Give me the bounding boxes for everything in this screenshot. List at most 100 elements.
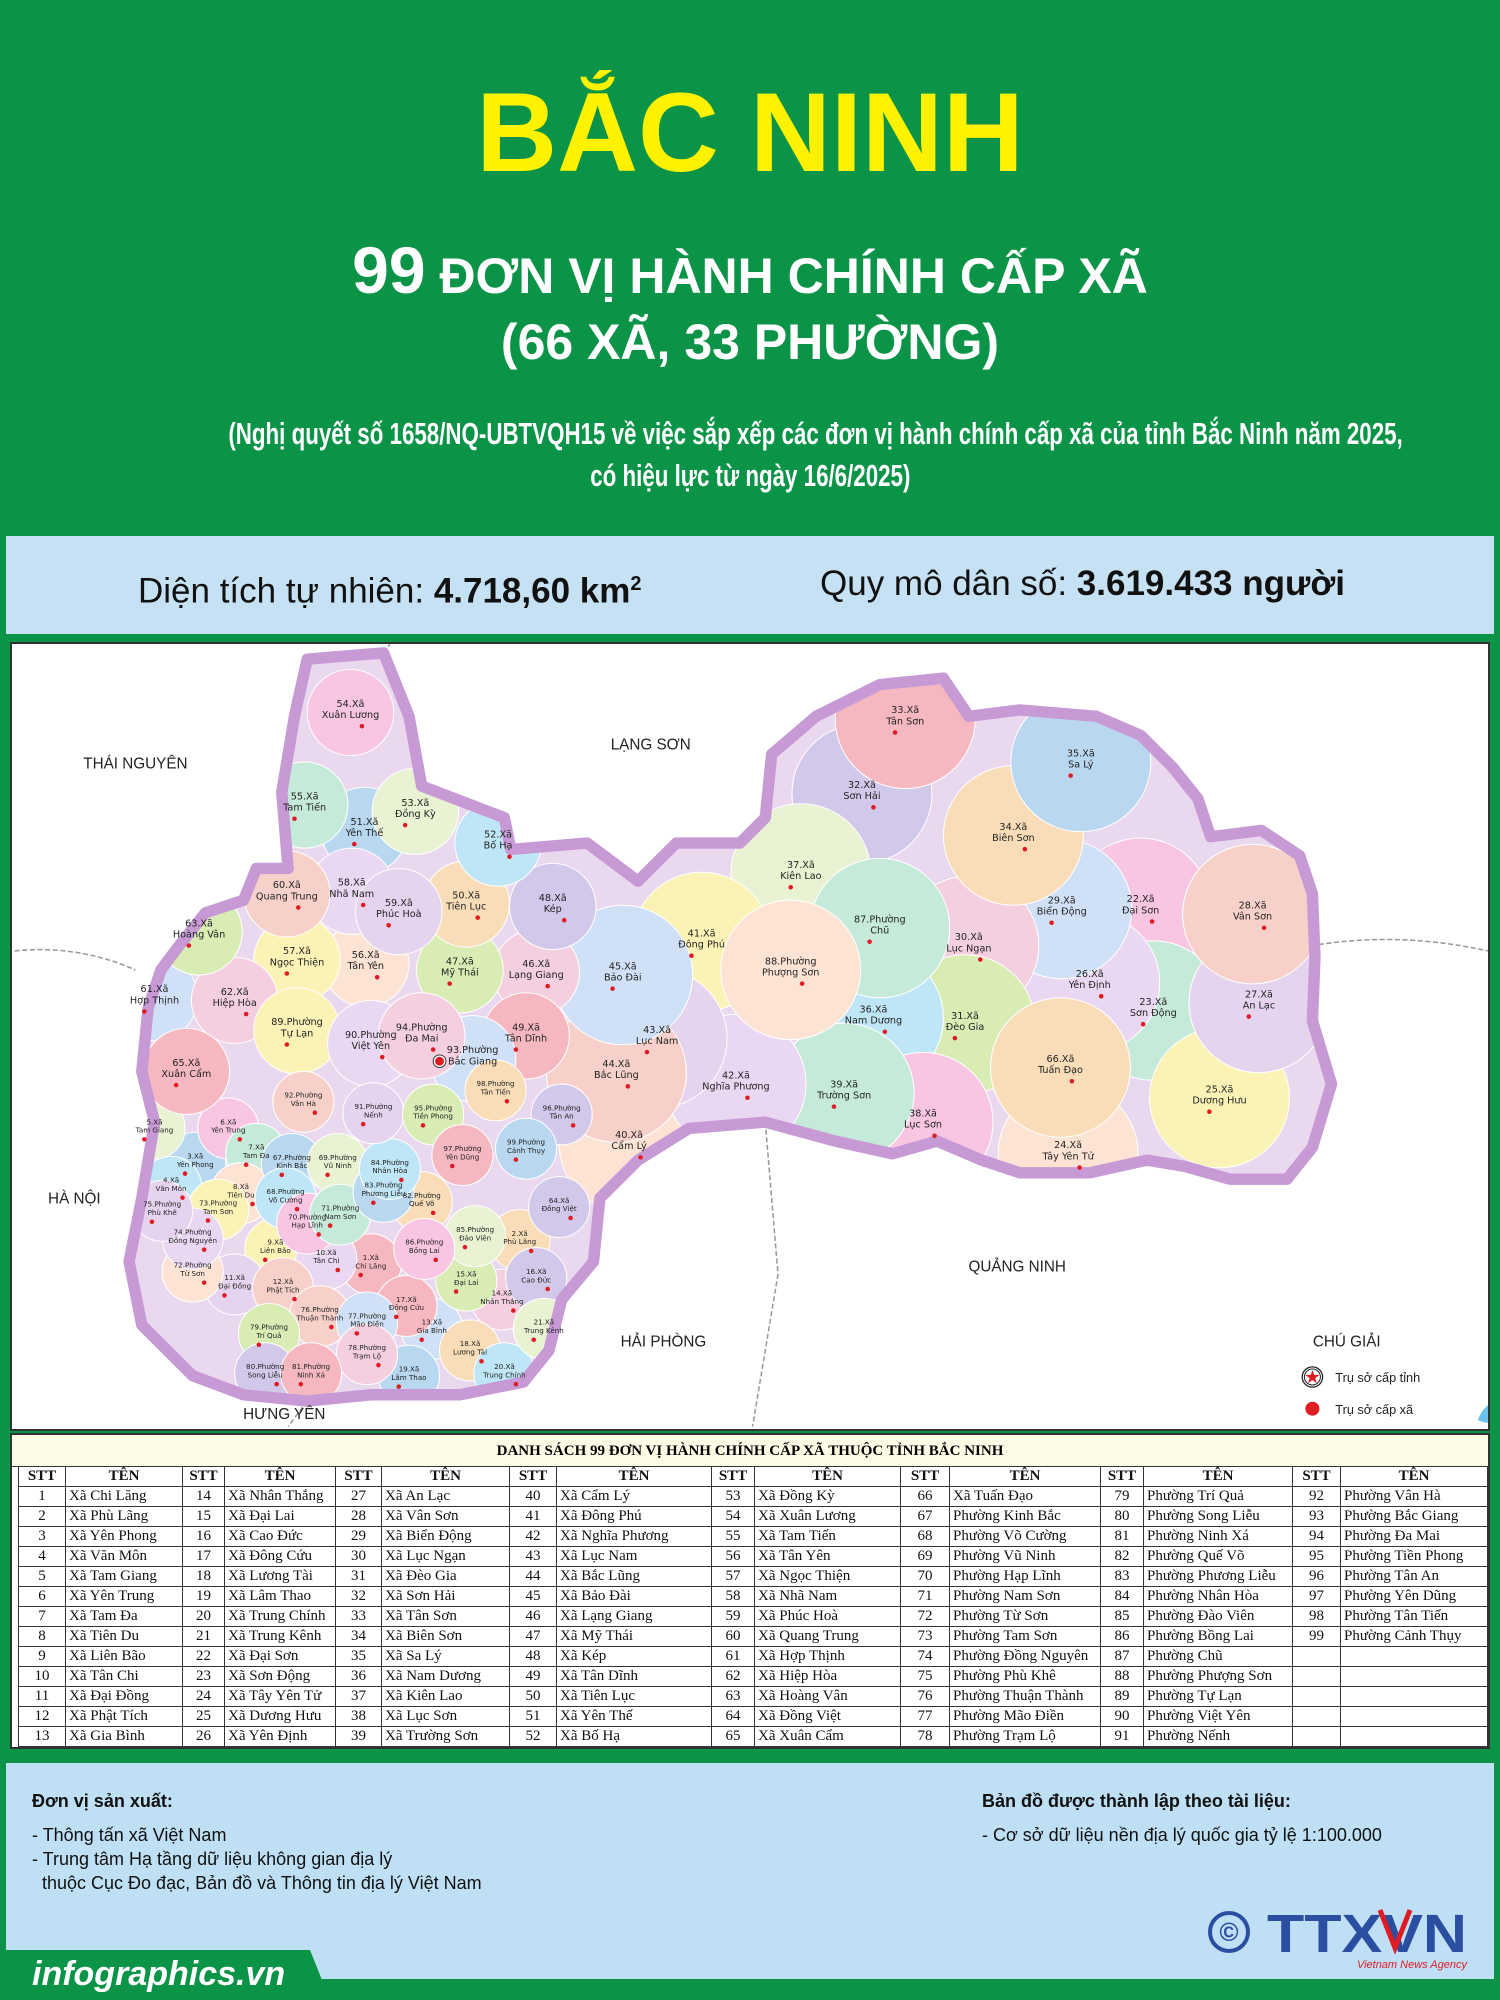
subtitle-breakdown: (66 XÃ, 33 PHƯỜNG): [500, 314, 1000, 370]
table-cell-stt: [1293, 1647, 1341, 1667]
commune-regions: [129, 652, 1332, 1402]
column-header-stt: STT: [1293, 1467, 1341, 1487]
table-cell-name: Xã Kiên Lao: [382, 1687, 510, 1707]
commune-hq-dot-icon: [284, 1042, 290, 1047]
table-cell-name: Xã Trường Sơn: [382, 1727, 510, 1747]
table-cell-stt: 19: [183, 1587, 225, 1607]
table-cell-stt: [1293, 1667, 1341, 1687]
table-cell-stt: 77: [901, 1707, 950, 1727]
commune-hq-dot-icon: [222, 1293, 227, 1298]
table-cell-name: Xã Nhân Thắng: [225, 1487, 336, 1507]
table-cell-name: Xã Tam Giang: [66, 1567, 183, 1587]
commune-label: 80.Phường Song Liễu: [246, 1362, 284, 1379]
table-cell-name: Xã Văn Môn: [66, 1547, 183, 1567]
commune-hq-dot-icon: [745, 1095, 750, 1101]
table-cell-stt: 87: [1101, 1647, 1144, 1667]
resolution-note-line1: (Nghị quyết số 1658/NQ-UBTVQH15 về việc …: [0, 414, 1500, 454]
table-cell-name: Xã Sơn Động: [225, 1667, 336, 1687]
commune-label: 13.Xã Gia Bình: [417, 1318, 447, 1335]
commune-hq-dot-icon: [279, 1172, 285, 1178]
table-cell-name: Xã Yên Trung: [66, 1587, 183, 1607]
table-cell-name: Phường Phù Khê: [950, 1667, 1101, 1687]
commune-label: 5.Xã Tam Giang: [135, 1117, 174, 1134]
table-cell-stt: 64: [712, 1707, 755, 1727]
commune-label: 99.Phường Cảnh Thụy: [507, 1138, 545, 1155]
table-cell-name: Xã Quang Trung: [755, 1627, 901, 1647]
table-cell-stt: 18: [183, 1567, 225, 1587]
table-cell-name: Xã Tam Đa: [66, 1607, 183, 1627]
table-cell-name: Phường Kinh Bắc: [950, 1507, 1101, 1527]
table-cell-stt: 94: [1293, 1527, 1341, 1547]
commune-hq-dot-icon: [1069, 1078, 1075, 1084]
commune-label: 20.Xã Trung Chính: [482, 1362, 526, 1379]
table-cell-stt: 53: [712, 1487, 755, 1507]
table-cell-name: Xã Đông Phú: [557, 1507, 712, 1527]
commune-hq-dot-icon: [453, 1289, 459, 1294]
commune-label: 45.Xã Bảo Đài: [604, 961, 642, 983]
table-cell-name: Phường Tân An: [1341, 1567, 1488, 1587]
commune-hq-dot-icon: [292, 816, 297, 822]
column-header-stt: STT: [336, 1467, 382, 1487]
table-cell-stt: 26: [183, 1727, 225, 1747]
commune-label: 26.Xã Yên Định: [1068, 969, 1111, 991]
table-cell-name: Xã Yên Phong: [66, 1527, 183, 1547]
table-cell-stt: 33: [336, 1607, 382, 1627]
table-cell-stt: 41: [510, 1507, 557, 1527]
commune-labels: 1.Xã Chi Lăng 2.Xã Phù Lãng 3.Xã Yên Phong 4.X…: [130, 699, 1275, 1389]
table-cell-stt: 73: [901, 1627, 950, 1647]
legend-label-commune: Trụ sở cấp xã: [1335, 1403, 1414, 1417]
commune-hq-dot-icon: [892, 730, 898, 735]
table-cell-name: Xã Sa Lý: [382, 1647, 510, 1667]
commune-hq-dot-icon: [513, 1047, 519, 1052]
province-map: 1.Xã Chi Lăng 2.Xã Phù Lãng 3.Xã Yên Phong 4.X…: [10, 642, 1490, 1431]
commune-label: 94.Phường Đa Mai: [396, 1021, 448, 1044]
table-cell-name: Xã Lục Ngạn: [382, 1547, 510, 1567]
table-cell-stt: 89: [1101, 1687, 1144, 1707]
table-cell-name: Xã Yên Thế: [557, 1707, 712, 1727]
commune-label: 33.Xã Tân Sơn: [885, 705, 924, 727]
producer-line: - Thông tấn xã Việt Nam: [32, 1825, 227, 1845]
table-cell-name: Phường Thuận Thành: [950, 1687, 1101, 1707]
table-cell-name: Xã Cẩm Lý: [557, 1487, 712, 1507]
table-cell-stt: 91: [1101, 1727, 1144, 1747]
table-cell-name: Xã Gia Bình: [66, 1727, 183, 1747]
table-cell-name: Xã Yên Định: [225, 1727, 336, 1747]
commune-hq-dot-icon: [298, 1381, 304, 1387]
commune-hq-dot-icon: [419, 1337, 425, 1343]
table-cell-stt: 88: [1101, 1667, 1144, 1687]
table-cell-name: Xã Sơn Hải: [382, 1587, 510, 1607]
table-cell-stt: 4: [19, 1547, 66, 1567]
table-cell-name: Xã Tiên Du: [66, 1627, 183, 1647]
commune-hq-dot-icon: [978, 957, 983, 962]
commune-region: [335, 1323, 399, 1386]
website-link[interactable]: infographics.vn: [32, 1955, 286, 1993]
commune-region: [272, 1070, 335, 1133]
commune-hq-dot-icon: [831, 1104, 837, 1109]
table-cell-stt: 44: [510, 1567, 557, 1587]
commune-label: 44.Xã Bắc Lũng: [594, 1059, 639, 1081]
table-cell-stt: 23: [183, 1667, 225, 1687]
commune-label: 30.Xã Lục Ngạn: [946, 932, 991, 954]
table-cell-stt: 3: [19, 1527, 66, 1547]
sea-area: [1477, 1405, 1488, 1423]
commune-label: 17.Xã Đông Cứu: [389, 1295, 424, 1312]
column-header-name: TÊN: [557, 1467, 712, 1487]
commune-label: 51.Xã Yên Thế: [345, 817, 384, 839]
commune-hq-dot-icon: [513, 1381, 519, 1387]
province-outline: [123, 647, 1338, 1407]
commune-hq-dot-icon: [201, 1280, 207, 1285]
commune-hq-dot-icon: [399, 1177, 404, 1183]
table-cell-name: Phường Võ Cường: [950, 1527, 1101, 1547]
table-cell-stt: 1: [19, 1487, 66, 1507]
commune-hq-dot-icon: [610, 986, 615, 991]
table-cell-name: Xã Đồng Việt: [755, 1707, 901, 1727]
commune-region: [279, 1342, 343, 1402]
table-cell-name: [1341, 1687, 1488, 1707]
commune-label: 84.Phường Nhân Hòa: [371, 1158, 409, 1175]
commune-hq-dot-icon: [205, 1218, 211, 1223]
commune-hq-dot-icon: [329, 1324, 334, 1330]
table-cell-name: Phường Trí Quả: [1144, 1487, 1293, 1507]
table-cell-stt: 39: [336, 1727, 382, 1747]
table-cell-stt: 75: [901, 1667, 950, 1687]
page-title: BẮC NINH: [476, 70, 1024, 195]
